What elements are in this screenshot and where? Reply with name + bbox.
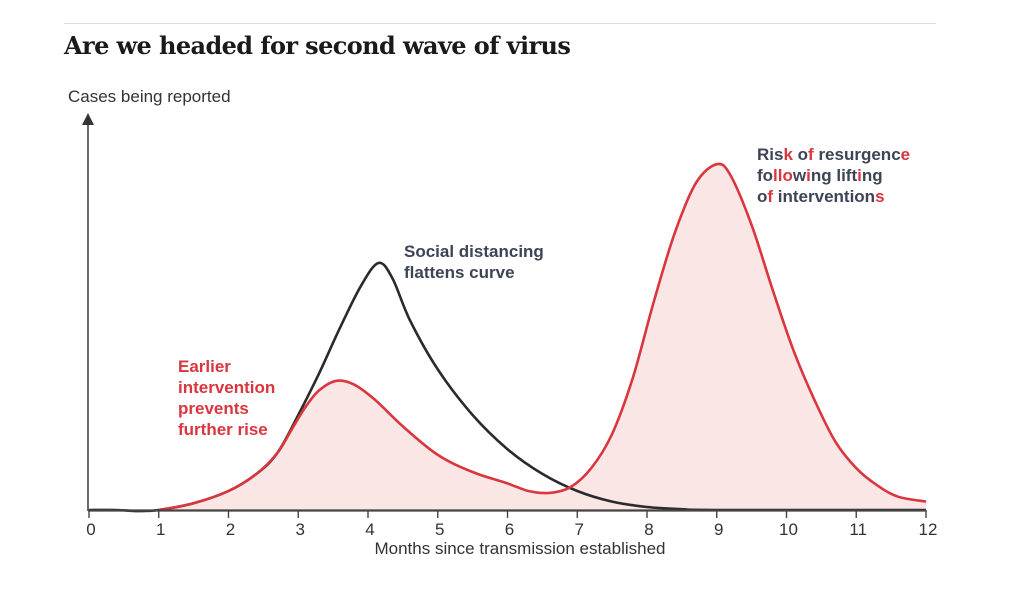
top-divider: [64, 23, 936, 24]
x-axis-label: Months since transmission established: [374, 539, 665, 558]
x-ticks: 0 1 2 3 4 5 6 7 8 9 10 11 12: [86, 510, 937, 539]
annotation-text-segment: fo: [757, 166, 773, 185]
annotation-line: flattens curve: [404, 263, 515, 282]
x-tick-label: 1: [156, 520, 165, 539]
highlighted-letters: f: [767, 187, 773, 206]
x-tick-label: 11: [849, 520, 867, 539]
x-tick-label: 3: [296, 520, 305, 539]
annotation-line: Earlier: [178, 357, 231, 376]
highlighted-letters: e: [901, 145, 910, 164]
annotation-text-segment: o: [757, 187, 767, 206]
highlighted-letters: i: [857, 166, 862, 185]
x-tick-label: 10: [779, 520, 798, 539]
highlighted-letters: k: [783, 145, 793, 164]
x-tick-label: 8: [644, 520, 653, 539]
annotation-text-segment: ng: [862, 166, 883, 185]
annotation-line: prevents: [178, 399, 249, 418]
annotation-line: Risk of resurgence: [757, 145, 910, 164]
annotation-line: following lifting: [757, 166, 883, 185]
x-tick-label: 2: [226, 520, 235, 539]
annotation-social-distancing: Social distancing flattens curve: [404, 242, 544, 282]
x-tick-label: 5: [435, 520, 444, 539]
annotation-line: of interventions: [757, 187, 885, 206]
annotation-text-segment: Ris: [757, 145, 783, 164]
y-axis-arrow-icon: [82, 113, 94, 125]
x-tick-label: 7: [575, 520, 584, 539]
series-red-area: [158, 163, 927, 510]
x-tick-label: 0: [86, 520, 95, 539]
x-tick-label: 9: [714, 520, 723, 539]
annotation-text-segment: intervention: [773, 187, 875, 206]
highlighted-letters: f: [808, 145, 814, 164]
annotation-line: intervention: [178, 378, 275, 397]
highlighted-letters: i: [806, 166, 811, 185]
fill-layer: [158, 163, 927, 510]
chart-title: Are we headed for second wave of virus: [64, 31, 571, 60]
y-axis-label: Cases being reported: [68, 87, 231, 106]
annotation-text-segment: ng lift: [811, 166, 858, 185]
x-tick-label: 12: [919, 520, 938, 539]
curve-layer: [88, 162, 927, 513]
annotation-earlier-intervention: Earlier intervention prevents further ri…: [178, 357, 275, 439]
annotation-line: Social distancing: [404, 242, 544, 261]
annotation-text-segment: resurgenc: [814, 145, 901, 164]
x-tick-label: 6: [505, 520, 514, 539]
highlighted-letters: s: [875, 187, 884, 206]
annotation-text-segment: o: [793, 145, 808, 164]
highlighted-letters: llo: [773, 166, 793, 185]
x-tick-label: 4: [365, 520, 374, 539]
annotation-line: further rise: [178, 420, 268, 439]
annotation-resurgence: Risk of resurgence following lifting of …: [757, 145, 910, 206]
series-intervention-line: [158, 162, 927, 512]
annotation-text-segment: w: [792, 166, 807, 185]
